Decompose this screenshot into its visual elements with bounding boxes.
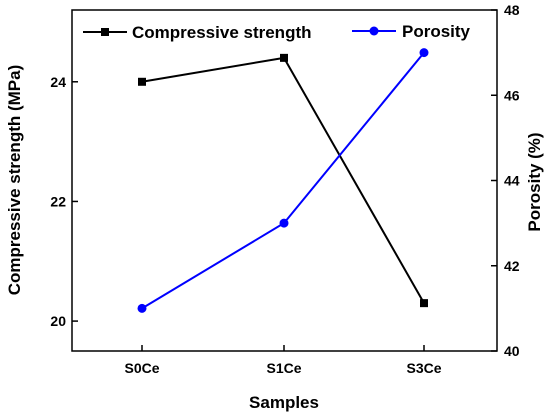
- y-right-tick-label-42: 42: [504, 258, 520, 274]
- y-left-tick-label-20: 20: [50, 313, 66, 329]
- data-point-porosity-S0Ce: [137, 303, 147, 313]
- legend-entry-porosity: Porosity: [352, 22, 471, 41]
- y-right-tick-label-48: 48: [504, 2, 520, 18]
- data-point-porosity-S3Ce: [419, 48, 429, 58]
- legend: Compressive strength Porosity: [83, 22, 471, 42]
- ticks: 20 22 24 40 42 44 46 48 S0Ce S1Ce S3Ce: [50, 2, 519, 376]
- y-left-tick-label-22: 22: [50, 193, 66, 209]
- series-line-compressive-strength: [141, 56, 425, 304]
- x-axis-title: Samples: [249, 393, 319, 412]
- y-right-axis-title: Porosity (%): [525, 132, 544, 231]
- series-line-porosity: [141, 51, 425, 310]
- y-right-tick-label-40: 40: [504, 343, 520, 359]
- series-markers: [137, 48, 429, 313]
- x-tick-label-S0Ce: S0Ce: [124, 360, 159, 376]
- legend-label-porosity: Porosity: [402, 22, 471, 41]
- y-right-tick-label-44: 44: [504, 173, 520, 189]
- data-point-porosity-S1Ce: [279, 218, 289, 228]
- data-point-compressive-strength-S1Ce: [280, 53, 288, 62]
- series-lines: [141, 51, 425, 310]
- x-tick-label-S3Ce: S3Ce: [406, 360, 441, 376]
- legend-label-compressive-strength: Compressive strength: [132, 23, 312, 42]
- x-tick-label-S1Ce: S1Ce: [266, 360, 301, 376]
- legend-marker-compressive-strength: [101, 28, 109, 36]
- y-left-tick-label-24: 24: [50, 74, 66, 90]
- legend-marker-porosity: [369, 26, 379, 36]
- y-left-axis-title: Compressive strength (MPa): [5, 65, 24, 296]
- data-point-compressive-strength-S3Ce: [420, 299, 428, 308]
- data-point-compressive-strength-S0Ce: [138, 77, 146, 86]
- y-right-tick-label-46: 46: [504, 87, 520, 103]
- legend-entry-compressive-strength: Compressive strength: [83, 23, 312, 42]
